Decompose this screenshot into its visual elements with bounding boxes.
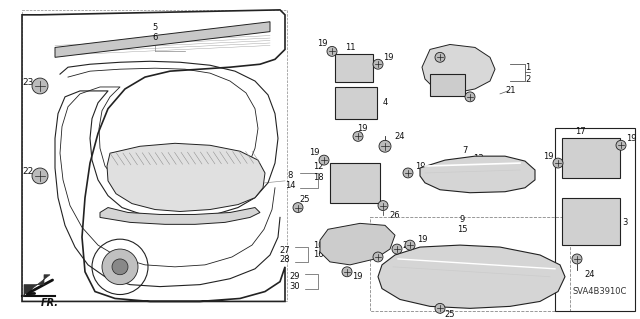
Polygon shape <box>55 22 270 57</box>
Circle shape <box>327 47 337 56</box>
Polygon shape <box>100 208 260 224</box>
Text: 17: 17 <box>575 127 586 136</box>
Text: 26: 26 <box>390 211 400 220</box>
Circle shape <box>405 240 415 250</box>
Circle shape <box>616 140 626 150</box>
Circle shape <box>32 168 48 184</box>
Text: 15: 15 <box>457 225 467 234</box>
Text: 8: 8 <box>287 171 292 181</box>
Text: FR.: FR. <box>41 298 59 308</box>
Bar <box>562 198 620 245</box>
Text: 19: 19 <box>417 235 428 244</box>
Text: 6: 6 <box>152 33 157 42</box>
Text: 22: 22 <box>22 167 34 176</box>
Text: 19: 19 <box>383 53 393 62</box>
Bar <box>335 87 377 119</box>
Text: 16: 16 <box>313 250 323 259</box>
Polygon shape <box>320 223 395 265</box>
Text: 20: 20 <box>363 246 373 255</box>
Text: 4: 4 <box>382 98 388 107</box>
Text: 19: 19 <box>626 134 636 143</box>
Bar <box>335 54 373 82</box>
Text: SVA4B3910C: SVA4B3910C <box>573 287 627 296</box>
Circle shape <box>112 259 128 275</box>
Text: 25: 25 <box>445 310 455 319</box>
Text: 25: 25 <box>300 195 310 204</box>
Text: 7: 7 <box>462 146 468 155</box>
Circle shape <box>379 140 391 152</box>
Text: 2: 2 <box>525 75 531 84</box>
Text: 19: 19 <box>543 152 553 161</box>
Text: 30: 30 <box>290 282 300 291</box>
Text: 18: 18 <box>313 174 323 182</box>
Text: 19: 19 <box>317 39 327 48</box>
Circle shape <box>293 203 303 212</box>
Text: 19: 19 <box>308 148 319 157</box>
Text: 13: 13 <box>473 154 483 163</box>
Text: 5: 5 <box>152 23 157 32</box>
Bar <box>330 163 380 203</box>
Text: 3: 3 <box>622 218 628 227</box>
Circle shape <box>102 249 138 285</box>
Text: 10: 10 <box>313 241 323 249</box>
Circle shape <box>553 158 563 168</box>
Circle shape <box>319 155 329 165</box>
Bar <box>555 129 635 311</box>
Polygon shape <box>420 156 535 193</box>
Text: 21: 21 <box>506 86 516 95</box>
Text: 29: 29 <box>290 272 300 281</box>
Circle shape <box>435 52 445 62</box>
Polygon shape <box>378 245 565 308</box>
Circle shape <box>392 244 402 254</box>
Circle shape <box>572 254 582 264</box>
Text: 24: 24 <box>585 270 595 279</box>
Circle shape <box>32 78 48 94</box>
Circle shape <box>403 168 413 178</box>
Bar <box>22 10 287 301</box>
Circle shape <box>373 59 383 69</box>
Text: 19: 19 <box>352 272 362 281</box>
Circle shape <box>342 267 352 277</box>
Polygon shape <box>422 44 495 93</box>
Circle shape <box>465 92 475 102</box>
Text: 23: 23 <box>22 78 34 86</box>
Text: 1: 1 <box>525 63 531 72</box>
Text: 9: 9 <box>460 215 465 224</box>
Polygon shape <box>22 275 50 296</box>
Text: 25: 25 <box>403 241 413 249</box>
Bar <box>370 218 570 311</box>
Circle shape <box>373 252 383 262</box>
Text: 28: 28 <box>280 256 291 264</box>
Circle shape <box>353 131 363 141</box>
Text: 19: 19 <box>356 124 367 133</box>
Circle shape <box>435 303 445 313</box>
Text: 27: 27 <box>280 246 291 255</box>
Text: 14: 14 <box>285 181 295 190</box>
Bar <box>430 74 465 96</box>
Text: 19: 19 <box>415 161 425 171</box>
Polygon shape <box>107 143 265 211</box>
Bar <box>562 138 620 178</box>
Text: 11: 11 <box>345 43 355 52</box>
Text: 12: 12 <box>313 161 323 171</box>
Circle shape <box>378 201 388 211</box>
Text: 24: 24 <box>395 132 405 141</box>
